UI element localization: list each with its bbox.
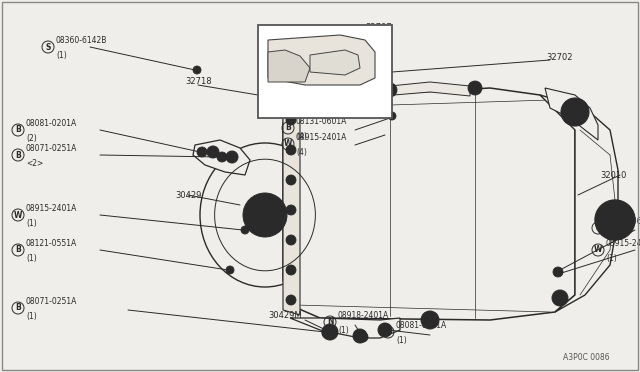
Circle shape (358, 332, 368, 342)
Text: W: W (284, 140, 292, 148)
Circle shape (421, 311, 439, 329)
Text: W: W (14, 211, 22, 219)
Text: W: W (594, 246, 602, 254)
Text: 08915-2401A: 08915-2401A (606, 239, 640, 248)
Text: (2): (2) (26, 134, 36, 143)
Polygon shape (540, 95, 618, 312)
Ellipse shape (200, 143, 330, 287)
Circle shape (207, 146, 219, 158)
Circle shape (322, 324, 338, 340)
Text: S: S (45, 42, 51, 51)
Circle shape (561, 98, 589, 126)
Circle shape (388, 112, 396, 120)
Circle shape (286, 265, 296, 275)
Text: (2): (2) (606, 232, 617, 241)
Circle shape (226, 266, 234, 274)
Circle shape (286, 145, 296, 155)
Polygon shape (545, 88, 598, 140)
Text: <2>: <2> (26, 159, 44, 168)
Text: 32707: 32707 (365, 22, 392, 32)
Text: 32709: 32709 (320, 38, 346, 46)
Text: B: B (15, 304, 21, 312)
Text: (1): (1) (606, 254, 617, 263)
Circle shape (381, 324, 391, 334)
Text: B: B (385, 327, 391, 337)
Text: B: B (15, 125, 21, 135)
Text: B: B (595, 224, 601, 232)
Circle shape (241, 226, 249, 234)
Text: 08918-2401A: 08918-2401A (338, 311, 389, 320)
Circle shape (197, 147, 207, 157)
Circle shape (360, 53, 384, 77)
Text: B: B (285, 124, 291, 132)
Text: 08081-0201A: 08081-0201A (26, 119, 77, 128)
Circle shape (286, 235, 296, 245)
Circle shape (286, 295, 296, 305)
Circle shape (595, 200, 635, 240)
Text: 08131-0651A: 08131-0651A (606, 217, 640, 226)
Text: 08915-2401A: 08915-2401A (26, 204, 77, 213)
Polygon shape (283, 105, 300, 315)
Circle shape (378, 323, 392, 337)
Polygon shape (283, 88, 575, 320)
Polygon shape (290, 318, 400, 338)
Circle shape (193, 66, 201, 74)
Text: 08915-2401A: 08915-2401A (296, 133, 348, 142)
Bar (258, 25, 392, 118)
Text: 32718: 32718 (185, 77, 212, 87)
Text: (1): (1) (26, 312, 36, 321)
Text: (4): (4) (296, 132, 307, 141)
Circle shape (226, 151, 238, 163)
Circle shape (383, 83, 397, 97)
Circle shape (217, 152, 227, 162)
Circle shape (353, 329, 367, 343)
Text: 08071-0251A: 08071-0251A (26, 297, 77, 306)
Text: N: N (327, 317, 333, 327)
Circle shape (553, 267, 563, 277)
Circle shape (286, 115, 296, 125)
Text: (1): (1) (338, 326, 349, 335)
Polygon shape (370, 82, 470, 97)
Text: (1): (1) (26, 219, 36, 228)
Text: (4): (4) (296, 148, 307, 157)
Text: 32703: 32703 (358, 45, 385, 55)
Polygon shape (310, 50, 360, 75)
Text: B: B (15, 151, 21, 160)
Text: (1): (1) (396, 336, 407, 345)
Circle shape (468, 81, 482, 95)
Text: (1): (1) (26, 254, 36, 263)
Text: 08360-6142B: 08360-6142B (56, 36, 108, 45)
Text: 08131-0601A: 08131-0601A (296, 117, 348, 126)
Text: 08081-0201A: 08081-0201A (396, 321, 447, 330)
Text: 32710: 32710 (320, 45, 346, 55)
Polygon shape (268, 50, 310, 82)
Text: 08071-0251A: 08071-0251A (26, 144, 77, 153)
Text: B: B (15, 246, 21, 254)
Text: 30429M: 30429M (268, 311, 301, 320)
Circle shape (243, 193, 287, 237)
Text: 32702: 32702 (546, 52, 573, 61)
Polygon shape (268, 35, 375, 85)
Text: 30429: 30429 (175, 190, 202, 199)
Circle shape (286, 205, 296, 215)
Text: (1): (1) (56, 51, 67, 60)
Circle shape (552, 290, 568, 306)
Text: A3P0C 0086: A3P0C 0086 (563, 353, 610, 362)
Circle shape (286, 175, 296, 185)
Text: 08121-0551A: 08121-0551A (26, 239, 77, 248)
Circle shape (602, 207, 628, 233)
Text: 32712: 32712 (270, 54, 296, 62)
Polygon shape (193, 140, 250, 175)
Text: 32010: 32010 (600, 170, 627, 180)
Circle shape (322, 328, 332, 338)
